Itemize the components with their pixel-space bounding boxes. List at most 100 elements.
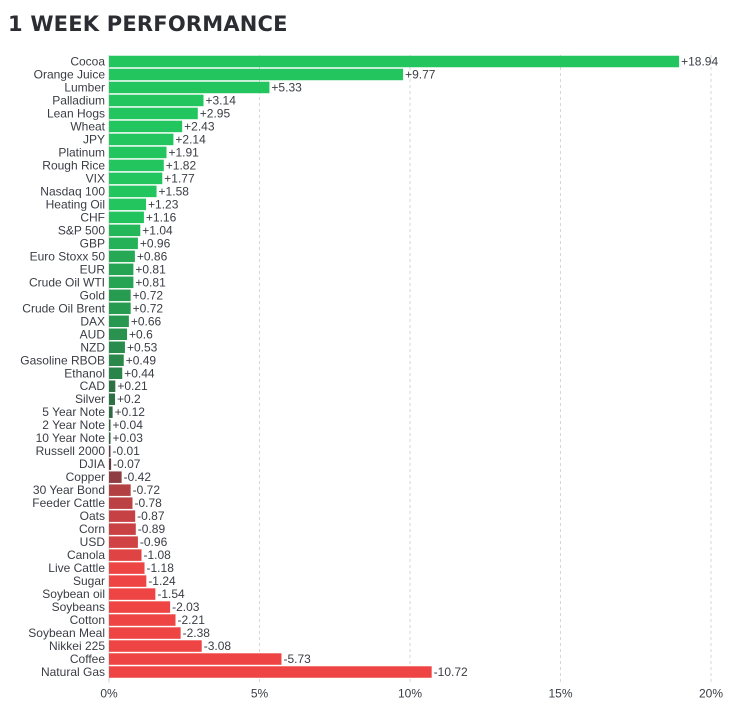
chart-title: 1 WEEK PERFORMANCE [8, 12, 288, 36]
value-label: +0.03 [113, 431, 144, 445]
category-label: EUR [80, 262, 106, 276]
category-label: Sugar [73, 574, 105, 588]
bar [109, 185, 157, 198]
category-label: Lean Hogs [47, 106, 105, 120]
bar [109, 406, 113, 418]
value-label: +1.82 [166, 158, 197, 172]
value-label: -10.72 [434, 665, 468, 679]
category-label: Corn [79, 522, 105, 536]
value-label: +0.72 [133, 288, 164, 302]
value-label: +0.86 [137, 249, 168, 263]
value-label: +1.04 [142, 223, 173, 237]
value-label: +0.21 [117, 379, 148, 393]
value-label: -2.03 [172, 600, 200, 614]
value-label: -3.08 [204, 639, 232, 653]
bar [109, 68, 404, 81]
bar [109, 55, 680, 68]
value-label: +9.77 [405, 67, 436, 81]
value-label: +0.81 [135, 262, 166, 276]
bar [109, 549, 142, 561]
category-label: DJIA [79, 457, 105, 471]
category-label: 5 Year Note [42, 405, 105, 419]
bar [109, 432, 111, 444]
value-label: -1.24 [148, 574, 176, 588]
value-label: +2.14 [175, 132, 206, 146]
value-label: +0.96 [140, 236, 171, 250]
category-label: Gasoline RBOB [20, 353, 105, 367]
category-label: Lumber [64, 80, 105, 94]
category-label: 10 Year Note [36, 431, 106, 445]
category-label: Feeder Cattle [32, 496, 105, 510]
category-label: Platinum [58, 145, 105, 159]
value-label: +0.2 [117, 392, 141, 406]
category-label: Heating Oil [46, 197, 105, 211]
value-label: +0.49 [126, 353, 157, 367]
value-label: -1.08 [144, 548, 172, 562]
category-label: Cocoa [70, 54, 105, 68]
category-label: 2 Year Note [42, 418, 105, 432]
value-label: +0.6 [129, 327, 153, 341]
category-label: Soybeans [52, 600, 105, 614]
value-label: -0.72 [133, 483, 161, 497]
bar [109, 237, 138, 250]
bar [109, 536, 138, 548]
category-label: CAD [80, 379, 106, 393]
category-label: Ethanol [64, 366, 105, 380]
category-label: USD [80, 535, 106, 549]
category-label: Cotton [70, 613, 105, 627]
value-label: +0.04 [113, 418, 144, 432]
bar [109, 159, 164, 172]
value-label: -0.96 [140, 535, 168, 549]
category-label: Nasdaq 100 [40, 184, 105, 198]
bar [109, 562, 145, 574]
bar [109, 224, 141, 237]
category-label: S&P 500 [58, 223, 105, 237]
bar [109, 445, 111, 457]
bar [109, 419, 111, 431]
bar [109, 276, 134, 289]
bar [109, 211, 144, 224]
value-label: -5.73 [283, 652, 311, 666]
category-label: Euro Stoxx 50 [30, 249, 106, 263]
x-tick-label: 10% [398, 687, 422, 701]
bar [109, 393, 116, 405]
value-label: +0.53 [127, 340, 158, 354]
value-label: +0.12 [115, 405, 146, 419]
category-label: Live Cattle [48, 561, 105, 575]
category-label: Copper [66, 470, 105, 484]
value-label: -2.21 [178, 613, 206, 627]
category-label: Orange Juice [34, 67, 106, 81]
bar [109, 458, 112, 470]
bar [109, 601, 171, 613]
category-label: Crude Oil WTI [29, 275, 105, 289]
bar [109, 367, 123, 380]
bar [109, 263, 134, 276]
bar [109, 315, 129, 328]
x-tick-label: 0% [100, 687, 118, 701]
category-label: Canola [67, 548, 105, 562]
value-label: -0.42 [124, 470, 152, 484]
bar [109, 289, 131, 302]
bar [109, 302, 131, 315]
value-label: +0.81 [135, 275, 166, 289]
value-label: +0.66 [131, 314, 162, 328]
category-label: Nikkei 225 [49, 639, 105, 653]
category-label: Soybean oil [42, 587, 105, 601]
category-label: CHF [80, 210, 105, 224]
bar [109, 588, 156, 600]
value-label: +1.91 [168, 145, 199, 159]
bar [109, 328, 128, 341]
bar [109, 198, 147, 211]
category-label: DAX [80, 314, 105, 328]
bar [109, 172, 163, 185]
x-tick-label: 15% [548, 687, 572, 701]
bar [109, 640, 202, 652]
category-label: GBP [80, 236, 105, 250]
bar [109, 484, 131, 496]
value-label: +1.77 [164, 171, 195, 185]
value-label: +1.23 [148, 197, 179, 211]
bar [109, 120, 183, 133]
bar [109, 666, 432, 678]
category-label: Palladium [52, 93, 105, 107]
